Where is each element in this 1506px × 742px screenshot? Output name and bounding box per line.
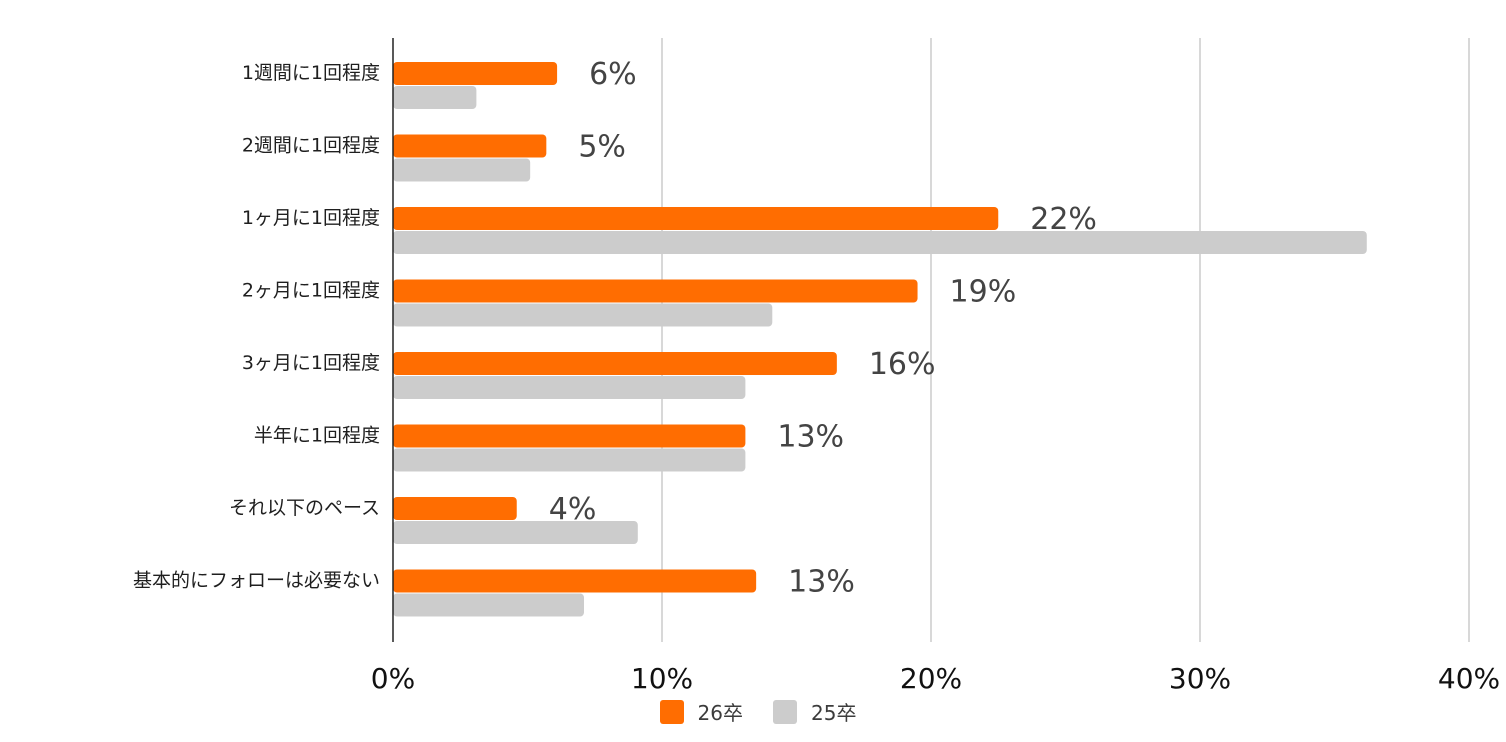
data-label: 6%: [589, 57, 637, 92]
bar-26sotsu: [393, 497, 517, 520]
category-label: 2ヶ月に1回程度: [242, 280, 380, 302]
bar-25sotsu: [393, 448, 746, 472]
category-label: 基本的にフォローは必要ない: [133, 570, 380, 592]
bar-25sotsu: [393, 303, 773, 327]
category-label: 半年に1回程度: [254, 425, 380, 447]
x-tick-label: 10%: [631, 662, 693, 695]
data-label: 5%: [578, 130, 626, 165]
legend-item-26sotsu[interactable]: 26卒: [659, 697, 743, 726]
category-label: 3ヶ月に1回程度: [242, 352, 380, 374]
bar-26sotsu: [393, 207, 999, 230]
x-tick-label: 0%: [371, 662, 415, 695]
bar-25sotsu: [393, 521, 638, 544]
legend-label-25sotsu: 25卒: [811, 701, 857, 725]
legend-item-25sotsu[interactable]: 25卒: [773, 697, 856, 726]
x-tick-label: 20%: [900, 662, 962, 695]
data-label: 4%: [549, 492, 597, 527]
category-label: 2週間に1回程度: [242, 135, 380, 157]
category-label: 1ヶ月に1回程度: [242, 207, 380, 229]
legend-swatch-26sotsu: [659, 699, 684, 724]
legend-label-26sotsu: 26卒: [697, 701, 743, 725]
x-tick-label: 40%: [1438, 662, 1500, 695]
bar-26sotsu: [393, 352, 837, 375]
bar-25sotsu: [393, 158, 531, 182]
data-label: 13%: [788, 565, 855, 600]
bar-25sotsu: [393, 376, 746, 399]
category-label: それ以下のペース: [229, 497, 380, 519]
x-tick-label: 30%: [1169, 662, 1231, 695]
bar-25sotsu: [393, 593, 584, 617]
bar-26sotsu: [393, 62, 558, 85]
bar-25sotsu: [393, 231, 1367, 254]
data-label: 22%: [1030, 202, 1097, 237]
category-label: 1週間に1回程度: [242, 62, 380, 84]
bar-25sotsu: [393, 86, 477, 109]
legend: 26卒 25卒: [0, 697, 1506, 726]
data-label: 16%: [869, 347, 936, 382]
bar-26sotsu: [393, 424, 746, 448]
legend-swatch-25sotsu: [773, 699, 797, 724]
bar-26sotsu: [393, 134, 547, 158]
bar-26sotsu: [393, 569, 757, 593]
bar-26sotsu: [393, 279, 918, 303]
data-label: 19%: [950, 275, 1017, 310]
data-label: 13%: [777, 420, 844, 455]
